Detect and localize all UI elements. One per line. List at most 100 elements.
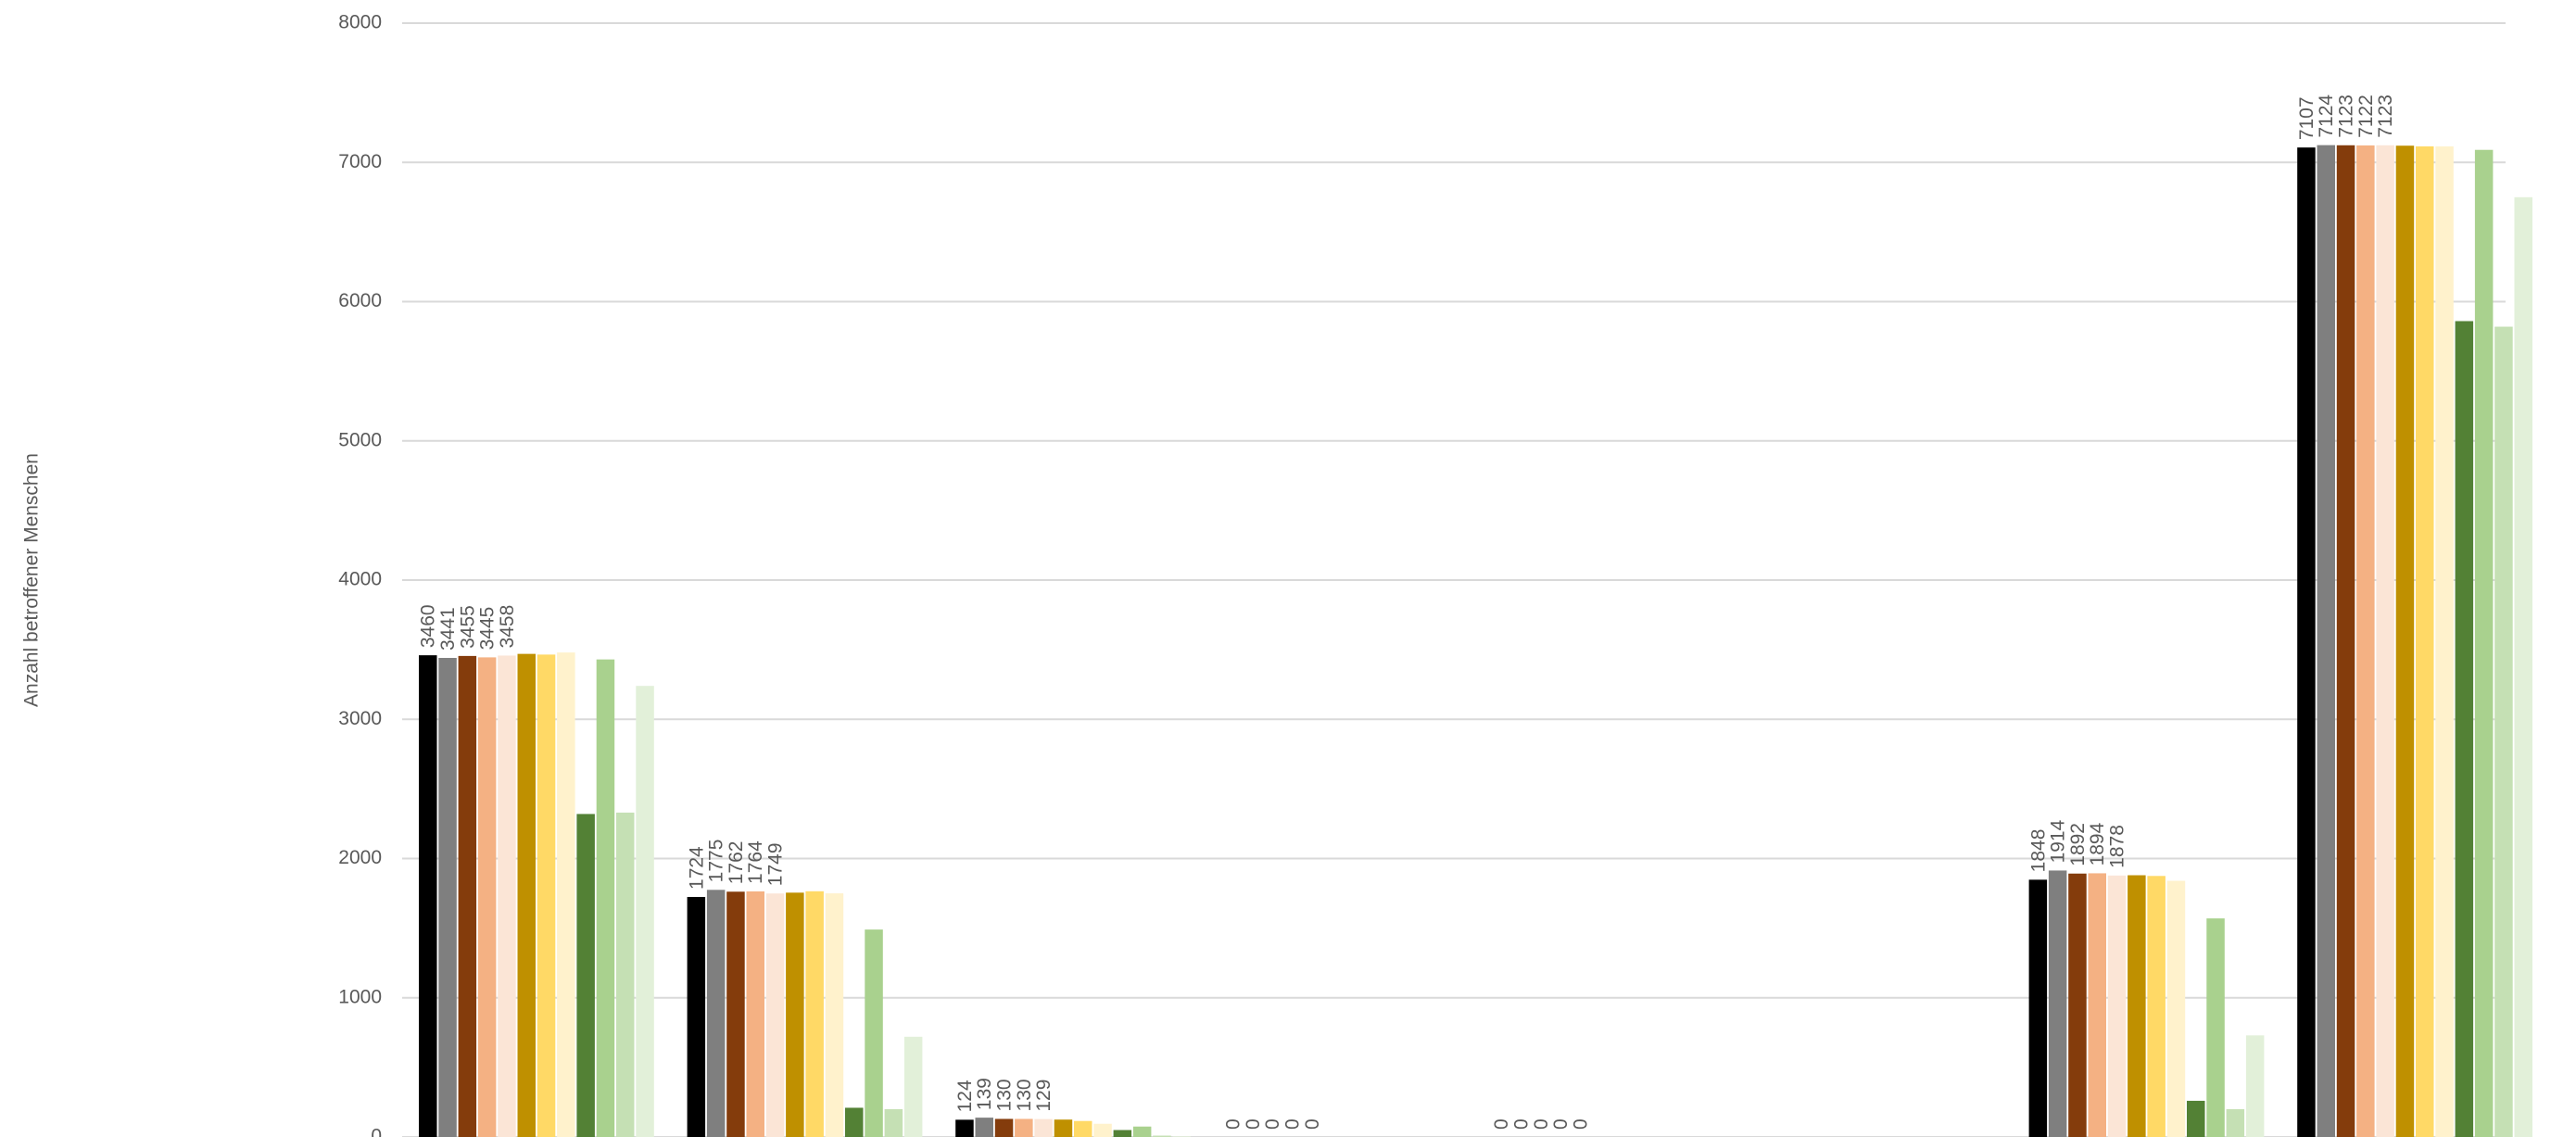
data-label: 1762 (726, 841, 747, 885)
bar (2395, 145, 2415, 1137)
bar (786, 892, 804, 1137)
data-label: 7107 (2296, 96, 2317, 140)
bar (2028, 879, 2048, 1137)
data-label: 130 (1014, 1079, 1035, 1111)
bar (2206, 918, 2225, 1137)
bar (1034, 1118, 1053, 1137)
bar (2416, 145, 2434, 1137)
bar (636, 686, 654, 1137)
data-label: 3458 (497, 605, 518, 649)
bar (2297, 147, 2316, 1137)
bar (2226, 1108, 2245, 1137)
bar (2376, 145, 2394, 1137)
bar (2245, 1035, 2265, 1137)
y-tick-label: 7000 (338, 151, 382, 172)
bar (458, 655, 477, 1137)
bar (765, 893, 785, 1137)
y-tick-label: 1000 (338, 986, 382, 1007)
bar (2068, 873, 2087, 1137)
bar (845, 1107, 864, 1137)
bar (517, 653, 536, 1137)
bar (438, 657, 457, 1137)
bar (576, 814, 595, 1137)
data-label: 3455 (457, 605, 478, 649)
bar (955, 1119, 974, 1137)
data-label: 1775 (706, 840, 727, 883)
data-label: 1892 (2067, 823, 2089, 866)
data-label: 0 (1302, 1118, 1323, 1130)
data-label: 7123 (2336, 95, 2357, 138)
data-label: 0 (1531, 1118, 1552, 1130)
bar (2474, 149, 2494, 1137)
data-label: 7124 (2316, 95, 2337, 138)
data-label: 0 (1243, 1118, 1264, 1130)
data-label: 0 (1262, 1118, 1283, 1130)
data-label: 0 (1282, 1118, 1303, 1130)
data-label: 130 (994, 1079, 1016, 1111)
data-label: 7123 (2375, 95, 2396, 138)
bar (706, 890, 726, 1137)
bar (805, 891, 824, 1137)
bar (2356, 145, 2375, 1137)
bar (2455, 321, 2474, 1137)
bar (2107, 875, 2127, 1137)
y-tick-label: 4000 (338, 569, 382, 590)
bar (419, 655, 437, 1137)
y-tick-label: 2000 (338, 847, 382, 868)
bar (1113, 1130, 1132, 1137)
data-label: 0 (1223, 1118, 1244, 1130)
bar (2317, 145, 2335, 1137)
data-label: 3445 (477, 607, 499, 651)
bar (2128, 875, 2146, 1137)
data-label: 0 (1510, 1118, 1532, 1130)
bar (498, 655, 516, 1137)
y-axis-title: Anzahl betroffener Menschen (21, 453, 43, 707)
data-label: 129 (1033, 1080, 1054, 1112)
bar (2147, 876, 2166, 1137)
bar (825, 893, 844, 1137)
data-label: 7122 (2355, 95, 2377, 138)
bar (2048, 870, 2067, 1137)
data-label: 1749 (765, 842, 787, 886)
bar (2514, 196, 2532, 1137)
bar (994, 1118, 1014, 1137)
data-label: 124 (954, 1080, 976, 1112)
data-label: 1878 (2107, 825, 2128, 868)
bar (1132, 1126, 1152, 1137)
y-tick-label: 0 (371, 1126, 382, 1137)
y-tick-label: 6000 (338, 290, 382, 311)
bar (1093, 1123, 1112, 1137)
bar (557, 652, 575, 1137)
y-tick-label: 5000 (338, 429, 382, 450)
bar (975, 1118, 993, 1137)
bar (2494, 326, 2513, 1137)
bar (2336, 145, 2355, 1137)
bar (1054, 1119, 1073, 1137)
bar (726, 891, 745, 1137)
data-label: 139 (974, 1078, 995, 1110)
bar (687, 896, 706, 1137)
bar (616, 812, 635, 1137)
bar (596, 659, 615, 1137)
bar (903, 1036, 923, 1137)
bar (2187, 1100, 2205, 1137)
bar (2088, 873, 2106, 1137)
bar (2435, 145, 2454, 1137)
y-tick-label: 8000 (338, 12, 382, 33)
data-label: 0 (1550, 1118, 1572, 1130)
bar (537, 654, 556, 1137)
data-label: 3441 (437, 607, 459, 651)
bar (884, 1108, 903, 1137)
bar (477, 657, 497, 1137)
bar (2166, 880, 2186, 1137)
data-label: 3460 (418, 604, 439, 648)
data-label: 1848 (2027, 829, 2049, 873)
data-label: 0 (1491, 1118, 1512, 1130)
bar (1153, 1135, 1171, 1137)
data-label: 1894 (2087, 822, 2108, 865)
bar (1074, 1120, 1092, 1137)
data-label: 0 (1570, 1118, 1591, 1130)
bar (865, 929, 883, 1137)
